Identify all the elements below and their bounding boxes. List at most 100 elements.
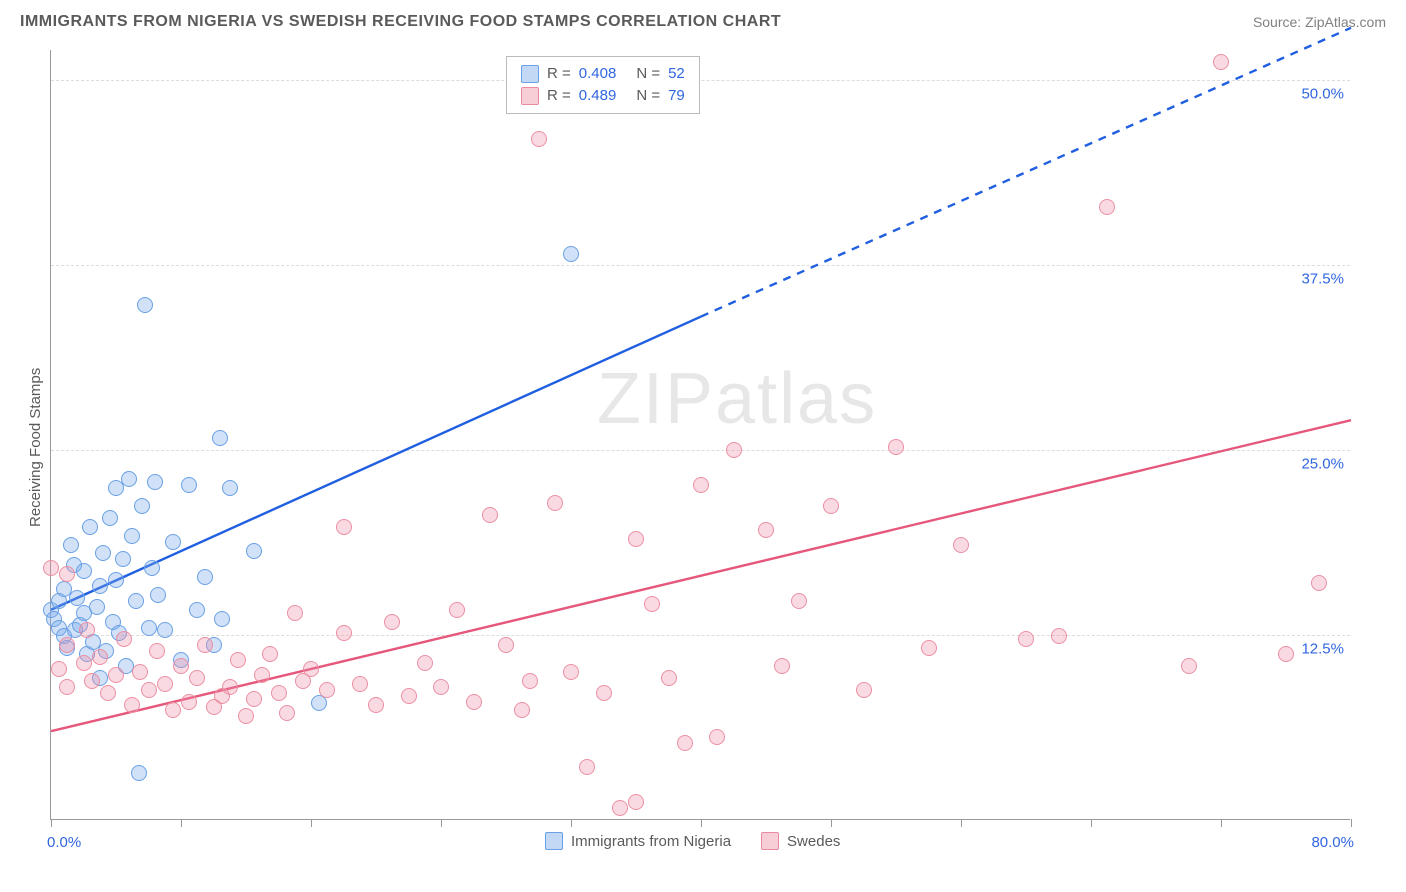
point-swedes [271,685,287,701]
legend-swatch-swedes [761,832,779,850]
x-tick [1091,819,1092,827]
point-swedes [1099,199,1115,215]
plot-area: 12.5%25.0%37.5%50.0%0.0%80.0%Receiving F… [50,50,1350,820]
point-nigeria [82,519,98,535]
trendline-swedes [51,420,1351,731]
correlation-legend: R = 0.408N = 52R = 0.489N = 79 [506,56,700,114]
point-swedes [1181,658,1197,674]
trend-lines [51,50,1351,820]
point-swedes [726,442,742,458]
point-swedes [1018,631,1034,647]
x-tick [1221,819,1222,827]
y-tick-label: 37.5% [1301,270,1344,287]
point-swedes [279,705,295,721]
point-nigeria [137,297,153,313]
point-nigeria [563,246,579,262]
point-swedes [482,507,498,523]
point-swedes [514,702,530,718]
point-swedes [888,439,904,455]
point-swedes [43,560,59,576]
legend-row-swedes: R = 0.489N = 79 [521,85,685,107]
series-label-swedes: Swedes [787,833,840,850]
point-nigeria [189,602,205,618]
point-swedes [197,637,213,653]
x-tick [1351,819,1352,827]
point-swedes [116,631,132,647]
chart-header: IMMIGRANTS FROM NIGERIA VS SWEDISH RECEI… [0,0,1406,44]
point-swedes [51,661,67,677]
point-nigeria [222,480,238,496]
point-nigeria [131,765,147,781]
point-swedes [433,679,449,695]
x-tick [961,819,962,827]
y-tick-label: 12.5% [1301,640,1344,657]
point-swedes [100,685,116,701]
point-swedes [677,735,693,751]
point-nigeria [212,430,228,446]
trendline-dash-nigeria [701,28,1351,317]
legend-n-label: N = [636,85,660,107]
point-swedes [79,622,95,638]
point-swedes [709,729,725,745]
point-nigeria [76,563,92,579]
point-swedes [352,676,368,692]
x-tick [441,819,442,827]
point-swedes [693,477,709,493]
point-swedes [921,640,937,656]
point-swedes [612,800,628,816]
point-swedes [401,688,417,704]
point-nigeria [63,537,79,553]
point-swedes [644,596,660,612]
point-nigeria [214,611,230,627]
watermark: ZIPatlas [597,358,877,440]
gridline-h [51,635,1350,636]
point-nigeria [165,534,181,550]
point-swedes [1311,575,1327,591]
point-swedes [157,676,173,692]
point-swedes [222,679,238,695]
point-swedes [563,664,579,680]
x-tick [701,819,702,827]
point-swedes [953,537,969,553]
point-nigeria [157,622,173,638]
point-nigeria [95,545,111,561]
y-tick-label: 25.0% [1301,455,1344,472]
x-tick [831,819,832,827]
series-label-nigeria: Immigrants from Nigeria [571,833,731,850]
point-swedes [417,655,433,671]
point-swedes [661,670,677,686]
chart-source: Source: ZipAtlas.com [1253,14,1386,30]
point-swedes [522,673,538,689]
point-swedes [84,673,100,689]
chart-title: IMMIGRANTS FROM NIGERIA VS SWEDISH RECEI… [20,13,781,31]
point-swedes [774,658,790,674]
point-swedes [368,697,384,713]
point-nigeria [115,551,131,567]
legend-swatch-swedes [521,87,539,105]
gridline-h [51,450,1350,451]
point-swedes [1051,628,1067,644]
point-swedes [149,643,165,659]
point-swedes [579,759,595,775]
x-tick [51,819,52,827]
point-swedes [303,661,319,677]
point-swedes [165,702,181,718]
point-swedes [92,649,108,665]
point-swedes [262,646,278,662]
point-nigeria [89,599,105,615]
point-swedes [141,682,157,698]
point-swedes [596,685,612,701]
x-tick [571,819,572,827]
point-swedes [181,694,197,710]
point-swedes [132,664,148,680]
point-nigeria [92,578,108,594]
point-swedes [466,694,482,710]
legend-swatch-nigeria [521,65,539,83]
point-nigeria [147,474,163,490]
legend-n-value-swedes: 79 [668,85,685,107]
point-nigeria [134,498,150,514]
point-swedes [59,566,75,582]
legend-r-value-nigeria: 0.408 [579,63,617,85]
x-max-label: 80.0% [1311,834,1354,851]
point-nigeria [181,477,197,493]
